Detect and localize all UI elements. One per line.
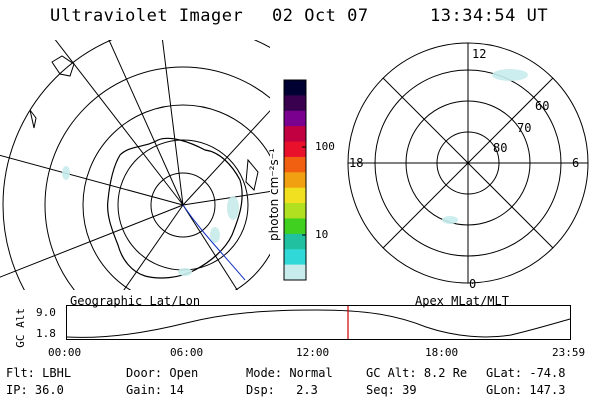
mlt-label-6: 6 bbox=[572, 156, 579, 170]
gain-value: 14 bbox=[169, 383, 184, 397]
dsp-field: Dsp: 2.3 bbox=[246, 383, 318, 397]
longitude-line bbox=[182, 110, 270, 206]
colorbar-band bbox=[284, 233, 306, 250]
gcalt-field: GC Alt: 8.2 Re bbox=[366, 366, 468, 380]
colorbar-tick-100: 100 bbox=[315, 140, 335, 153]
latitude-circle bbox=[44, 66, 270, 290]
colorbar-band bbox=[284, 126, 306, 143]
colorbar-band bbox=[284, 203, 306, 219]
mode-field: Mode: Normal bbox=[246, 366, 333, 380]
latitude-circle bbox=[150, 172, 216, 238]
colorbar-band bbox=[284, 95, 306, 112]
lat-label-60: 60 bbox=[535, 99, 549, 113]
longitude-line bbox=[182, 191, 270, 206]
coastline bbox=[29, 55, 259, 191]
longitude-line bbox=[123, 204, 184, 290]
flt-field: Flt: LBHL bbox=[6, 366, 72, 380]
date-label: 02 Oct 07 bbox=[272, 6, 369, 26]
alt-ylabel: GC Alt bbox=[14, 308, 27, 348]
alt-xtick-12: 12:00 bbox=[296, 346, 330, 359]
glat-field: GLat: -74.8 bbox=[486, 366, 566, 380]
plot-frame bbox=[66, 305, 571, 340]
dsp-value: 2.3 bbox=[296, 383, 318, 397]
colorbar-band bbox=[284, 80, 306, 96]
color-bar: photon cm⁻²s⁻¹ bbox=[267, 79, 307, 281]
altitude-plot bbox=[66, 305, 571, 340]
colorbar-unit-label: photon cm⁻²s⁻¹ bbox=[267, 148, 281, 241]
colorbar-band bbox=[284, 172, 306, 189]
mode-value: Normal bbox=[289, 366, 333, 380]
colorbar-band bbox=[284, 249, 306, 266]
seq-value: 39 bbox=[402, 383, 417, 397]
mlt-axis bbox=[382, 77, 554, 249]
latitude-circle bbox=[82, 104, 270, 290]
uv-emission bbox=[227, 196, 239, 220]
colorbar-band bbox=[284, 156, 306, 173]
ip-value: 36.0 bbox=[34, 383, 64, 397]
latitude-circle bbox=[2, 40, 270, 290]
alt-xtick-06: 06:00 bbox=[170, 346, 204, 359]
colorbar-band bbox=[284, 110, 306, 127]
door-value: Open bbox=[169, 366, 199, 380]
uv-emission bbox=[62, 166, 70, 180]
longitude-line bbox=[0, 204, 184, 278]
colorbar-band bbox=[284, 218, 306, 235]
alt-ytick-1-8: 1.8 bbox=[36, 327, 56, 340]
uv-emission bbox=[210, 227, 220, 243]
uv-emission bbox=[442, 216, 458, 224]
glon-value: 147.3 bbox=[529, 383, 566, 397]
mlt-label-12: 12 bbox=[472, 47, 486, 61]
longitude-line bbox=[161, 40, 184, 206]
glat-value: -74.8 bbox=[529, 366, 566, 380]
geo-map-label: Geographic Lat/Lon bbox=[70, 294, 201, 308]
ip-field: IP: 36.0 bbox=[6, 383, 64, 397]
terminator-line bbox=[182, 204, 246, 281]
gain-field: Gain: 14 bbox=[126, 383, 184, 397]
door-field: Door: Open bbox=[126, 366, 199, 380]
geographic-map bbox=[0, 40, 270, 290]
glon-field: GLon: 147.3 bbox=[486, 383, 566, 397]
instrument-title: Ultraviolet Imager bbox=[50, 6, 244, 26]
lat-label-80: 80 bbox=[493, 141, 507, 155]
uv-emission bbox=[178, 268, 192, 276]
uv-emission bbox=[492, 69, 528, 81]
longitude-line bbox=[0, 154, 184, 206]
colorbar-band bbox=[284, 187, 306, 204]
alt-ytick-9: 9.0 bbox=[36, 306, 56, 319]
longitude-line bbox=[54, 40, 184, 206]
lat-label-70: 70 bbox=[517, 121, 531, 135]
alt-xtick-2359: 23:59 bbox=[552, 346, 586, 359]
time-label: 13:34:54 UT bbox=[430, 6, 549, 26]
longitude-line bbox=[108, 40, 184, 206]
longitude-line bbox=[182, 204, 238, 290]
mlt-label-18: 18 bbox=[349, 156, 363, 170]
colorbar-tick-10: 10 bbox=[315, 228, 329, 241]
mlt-polar-map: 12 18 6 0 60 70 80 bbox=[347, 42, 589, 290]
mlt-map-label: Apex MLat/MLT bbox=[415, 294, 509, 308]
flt-value: LBHL bbox=[42, 366, 72, 380]
altitude-curve bbox=[66, 309, 571, 338]
alt-xtick-18: 18:00 bbox=[425, 346, 459, 359]
mlt-label-0: 0 bbox=[469, 277, 476, 290]
gcalt-value: 8.2 Re bbox=[423, 366, 468, 380]
seq-field: Seq: 39 bbox=[366, 383, 417, 397]
antarctica-coastline bbox=[107, 137, 243, 279]
colorbar-band bbox=[284, 141, 306, 158]
colorbar-band bbox=[284, 264, 306, 281]
alt-xtick-00: 00:00 bbox=[48, 346, 82, 359]
